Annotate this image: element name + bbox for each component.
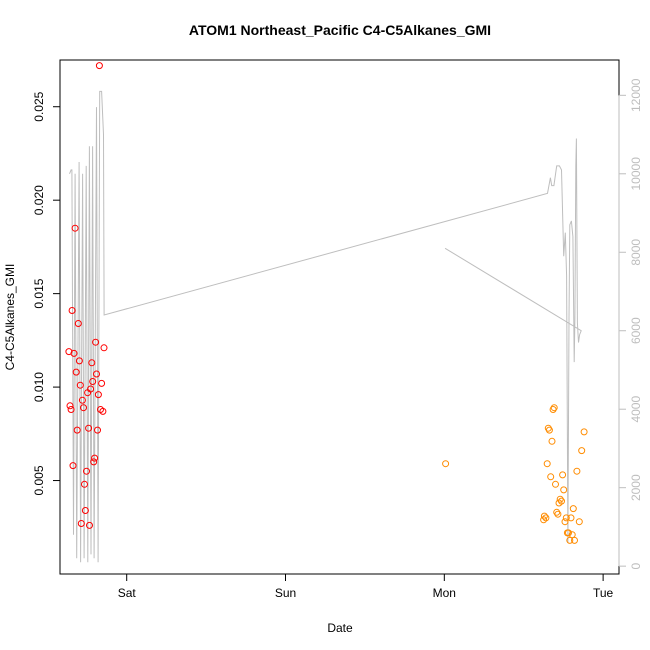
y-axis-label: C4-C5Alkanes_GMI bbox=[3, 264, 17, 371]
data-point-s1-9 bbox=[73, 426, 81, 434]
data-point-s1-10 bbox=[74, 320, 82, 327]
y2-tick-label-4: 8000 bbox=[629, 239, 643, 266]
chart-title: ATOM1 Northeast_Pacific C4-C5Alkanes_GMI bbox=[189, 22, 491, 38]
x-tick-label-sat: Sat bbox=[118, 586, 137, 600]
data-point-s2-3 bbox=[540, 512, 548, 520]
data-point-s1-23 bbox=[88, 359, 96, 367]
y2-tick-label-2: 4000 bbox=[629, 396, 643, 423]
data-point-s1-11 bbox=[75, 357, 83, 365]
data-point-s1-5 bbox=[69, 462, 77, 470]
data-point-s1-27 bbox=[92, 338, 100, 346]
data-point-s1-4 bbox=[68, 307, 76, 314]
data-point-s2-29 bbox=[573, 467, 581, 475]
data-point-s1-33 bbox=[98, 379, 106, 387]
data-point-s2-26 bbox=[568, 531, 576, 539]
data-point-s2-14 bbox=[554, 510, 562, 518]
data-point-s2-11 bbox=[550, 404, 558, 412]
data-point-s2-1 bbox=[442, 460, 450, 468]
altitude-layer bbox=[69, 90, 582, 563]
data-point-s2-23 bbox=[565, 529, 572, 537]
data-point-s1-7 bbox=[71, 224, 79, 232]
points-layer bbox=[65, 62, 588, 544]
data-point-s2-13 bbox=[553, 508, 561, 516]
data-point-s1-25 bbox=[90, 458, 98, 466]
data-point-s2-20 bbox=[561, 518, 569, 526]
data-point-s2-4 bbox=[542, 514, 550, 522]
x-axis: Sat Sun Mon Tue bbox=[118, 573, 614, 600]
data-point-s2-25 bbox=[567, 514, 575, 522]
y2-tick-label-5: 10000 bbox=[629, 157, 643, 191]
data-point-s1-18 bbox=[83, 467, 90, 475]
data-point-s1-8 bbox=[72, 368, 80, 376]
data-point-s2-5 bbox=[543, 460, 551, 468]
data-point-s2-27 bbox=[569, 505, 577, 513]
y2-tick-label-3: 6000 bbox=[629, 317, 643, 344]
data-point-s1-16 bbox=[81, 480, 88, 488]
data-point-s1-15 bbox=[80, 404, 87, 412]
data-point-s2-31 bbox=[578, 447, 586, 455]
y2-tick-label-6: 12000 bbox=[629, 78, 643, 112]
y-axis: 0.005 0.010 0.015 0.020 0.025 bbox=[32, 91, 61, 496]
data-point-s1-28 bbox=[93, 370, 100, 378]
x-axis-label: Date bbox=[327, 621, 353, 635]
data-point-s1-17 bbox=[81, 507, 89, 514]
y2-tick-label-1: 2000 bbox=[629, 474, 643, 501]
data-point-s2-16 bbox=[556, 495, 564, 503]
data-point-s2-12 bbox=[552, 480, 559, 488]
x-tick-label-mon: Mon bbox=[433, 586, 456, 600]
x-tick-label-tue: Tue bbox=[593, 586, 614, 600]
data-point-s1-26 bbox=[91, 454, 99, 462]
data-point-s2-2 bbox=[540, 516, 548, 524]
data-point-s1-21 bbox=[86, 521, 93, 529]
y-tick-label-2: 0.015 bbox=[32, 278, 46, 308]
data-point-s2-18 bbox=[559, 471, 567, 479]
data-point-s1-3 bbox=[67, 406, 75, 413]
data-point-s2-19 bbox=[560, 486, 568, 494]
data-point-s2-8 bbox=[547, 473, 555, 481]
data-point-s2-28 bbox=[571, 536, 578, 544]
y-tick-label-3: 0.020 bbox=[32, 185, 46, 215]
data-point-s1-6 bbox=[70, 349, 78, 357]
data-point-s1-12 bbox=[76, 381, 84, 389]
data-point-s1-13 bbox=[77, 520, 85, 527]
data-point-s2-17 bbox=[558, 497, 565, 505]
y2-axis: 0 2000 4000 6000 8000 10000 12000 bbox=[618, 78, 643, 570]
data-point-s1-14 bbox=[78, 396, 86, 404]
y-tick-label-4: 0.025 bbox=[32, 91, 46, 121]
data-point-s2-24 bbox=[566, 536, 574, 544]
altitude-line bbox=[69, 90, 582, 563]
data-point-s1-34 bbox=[99, 407, 107, 415]
data-point-s1-35 bbox=[100, 344, 108, 352]
y-tick-label-0: 0.005 bbox=[32, 465, 46, 495]
x-tick-label-sun: Sun bbox=[275, 586, 296, 600]
data-point-s1-24 bbox=[89, 378, 97, 385]
data-point-s2-9 bbox=[548, 437, 556, 445]
data-point-s1-20 bbox=[85, 424, 93, 432]
data-point-s1-22 bbox=[87, 385, 95, 393]
data-point-s2-21 bbox=[562, 514, 570, 522]
data-point-s2-32 bbox=[580, 428, 588, 436]
data-point-s1-31 bbox=[95, 62, 103, 70]
data-point-s2-10 bbox=[549, 406, 557, 413]
y-tick-label-1: 0.010 bbox=[32, 372, 46, 402]
y2-tick-label-0: 0 bbox=[629, 563, 643, 570]
data-point-s1-29 bbox=[94, 426, 101, 434]
data-point-s1-30 bbox=[94, 391, 102, 399]
data-point-s1-2 bbox=[66, 402, 74, 410]
data-point-s2-30 bbox=[575, 518, 583, 526]
data-point-s2-7 bbox=[545, 426, 553, 434]
